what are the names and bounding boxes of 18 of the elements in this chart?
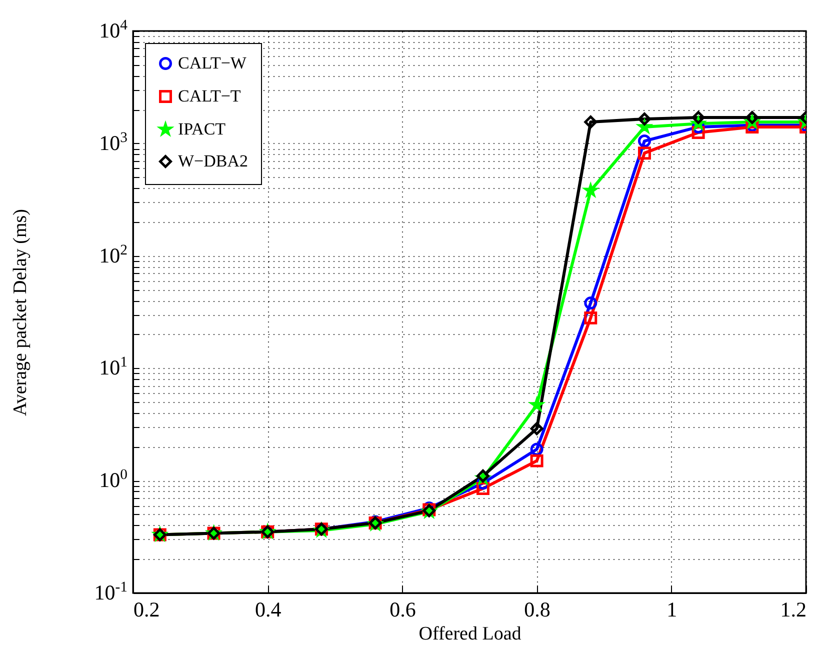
y-tick-label: 10$^{2}$ <box>99 242 128 268</box>
x-axis-title: Offered Load <box>418 624 522 644</box>
legend-label: IPACT <box>178 120 226 138</box>
y-tick-label: 10$^{-1}$ <box>94 580 128 604</box>
x-tick-label: 0.6 <box>390 598 416 622</box>
y-tick-label: 10$^{1}$ <box>99 354 128 380</box>
x-tick-label: 0.8 <box>524 598 550 622</box>
legend-label: W−DBA2 <box>178 152 248 170</box>
y-tick-label: 10$^{0}$ <box>99 467 128 492</box>
y-tick-label: 10$^{3}$ <box>99 130 128 155</box>
y-tick-label: 10$^{4}$ <box>99 18 128 42</box>
y-axis-title: Average packet Delay (ms) <box>10 209 31 416</box>
x-tick-label: 0.4 <box>254 598 282 622</box>
x-tick-label: 0.2 <box>134 598 160 622</box>
x-tick-label: 1 <box>666 598 678 622</box>
x-tick-label: 1.2 <box>780 598 806 622</box>
legend-label: CALT−T <box>178 86 242 106</box>
legend-label: CALT−W <box>178 54 248 72</box>
